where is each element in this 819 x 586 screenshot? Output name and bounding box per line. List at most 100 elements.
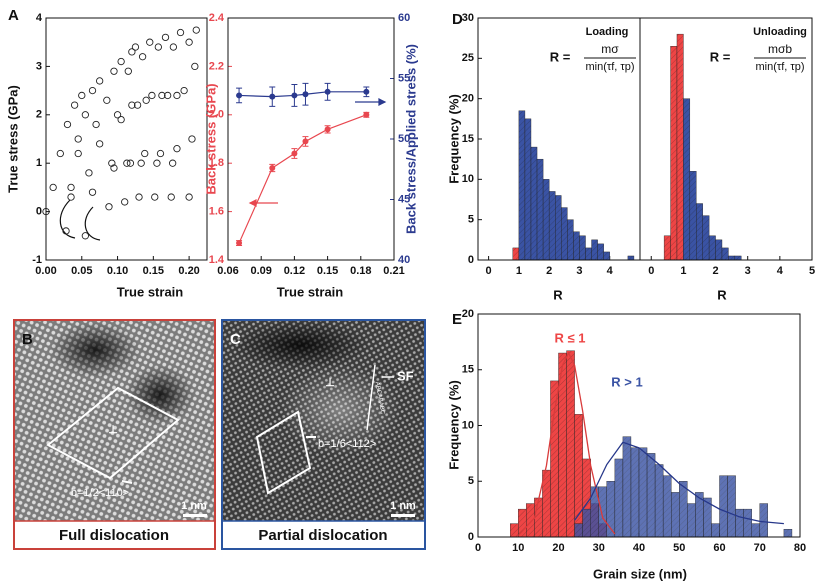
point [137, 159, 145, 167]
dislocation-symbol: ⊥ [108, 424, 118, 436]
x-tick-label: 60 [713, 542, 725, 554]
mode-label: Loading [586, 26, 629, 38]
point [70, 101, 79, 109]
point [185, 38, 193, 46]
histogram-bar [574, 523, 583, 538]
point [96, 140, 104, 148]
y-tick-label: 3 [36, 60, 42, 72]
y2-tick-label: 45 [398, 193, 410, 205]
y2-tick-label: 40 [398, 254, 410, 266]
x-axis-title: True strain [277, 284, 344, 299]
point [133, 101, 142, 109]
micrograph-full: ⊥ b=1/2<110> 1 nm Full dislocation [13, 319, 216, 550]
point [185, 193, 193, 201]
marker [302, 91, 309, 98]
x-tick-label: 5 [809, 265, 815, 277]
histogram-bar [728, 255, 736, 261]
histogram-bar [579, 235, 586, 261]
marker [363, 111, 370, 118]
point [161, 33, 170, 42]
histogram-bar [567, 219, 574, 261]
point [131, 43, 140, 51]
y-tick-label: 20 [462, 308, 474, 320]
x-tick-label: 0.09 [250, 265, 271, 277]
shade [230, 320, 370, 370]
chart: 0 10 20 30 40 50 60 70 80 0 5 10 15 20 Grain size (nm)… [446, 308, 806, 582]
marker [236, 240, 243, 247]
point [63, 120, 72, 129]
histogram-bar [518, 110, 526, 261]
histogram-bar [646, 453, 656, 538]
point [176, 28, 185, 37]
point [191, 62, 199, 71]
y-axis-title: Frequency (%) [446, 380, 461, 470]
marker [363, 88, 370, 95]
x-tick-label: 0.20 [178, 265, 199, 277]
y2-axis-title: Back stress/Applied stress (%) [403, 44, 418, 234]
y-tick-label: 1.6 [209, 206, 224, 218]
stacking-sequence: ABCABABC [374, 381, 386, 415]
point [188, 135, 196, 143]
marker [236, 92, 243, 99]
fit-curve [517, 351, 616, 536]
marker [269, 93, 276, 100]
arrows [59, 98, 387, 241]
x-tick-label: 20 [552, 542, 564, 554]
panel-label: D [452, 11, 463, 28]
y-axis-title: True stress (GPa) [5, 85, 20, 193]
scale-bar [391, 514, 415, 517]
x-tick-label: 10 [512, 542, 524, 554]
point [128, 101, 136, 109]
x-tick-label: 3 [576, 265, 582, 277]
histogram-bar [598, 486, 608, 538]
point [117, 57, 125, 66]
point [156, 149, 165, 158]
histogram-bar [555, 195, 562, 261]
histogram-bar [671, 492, 680, 538]
point [74, 135, 82, 143]
histogram-bar [530, 146, 538, 261]
point [110, 67, 118, 75]
dislocation-symbol: ⊥ [325, 377, 335, 389]
point [154, 43, 162, 51]
point [135, 193, 143, 201]
histogram-bar [548, 191, 556, 261]
mode-label: Unloading [753, 26, 807, 38]
point [121, 198, 129, 206]
point [92, 120, 100, 129]
y-axis-title: Back stress (GPa) [203, 83, 218, 194]
point [105, 203, 113, 211]
histogram-bar [654, 464, 664, 538]
point [138, 53, 147, 61]
x-tick-label: 80 [794, 542, 806, 554]
histogram-bar [715, 239, 723, 261]
y-tick-label: 2.2 [209, 60, 224, 72]
point [110, 164, 118, 172]
x-tick-label: 4 [777, 265, 784, 277]
point [169, 43, 178, 51]
point [173, 145, 181, 153]
fault-label: SF [397, 368, 414, 383]
marker [324, 126, 331, 133]
marker [291, 150, 298, 157]
histogram-bar [614, 458, 624, 538]
y-tick-label: 2.0 [209, 109, 224, 121]
point [192, 26, 200, 34]
micrograph-partial: ⊥ b=1/6<112> ABCABABC SF 1 nm Partial di… [221, 319, 426, 550]
histogram-bar [524, 118, 532, 261]
x-tick-label: 0.15 [317, 265, 338, 277]
point [74, 149, 82, 158]
point [103, 96, 111, 104]
histogram-bar [582, 508, 591, 538]
histogram-bar [518, 508, 527, 538]
x-tick-label: 1 [680, 265, 686, 277]
panel-label: B [22, 331, 33, 348]
x-tick-label: 0.18 [350, 265, 371, 277]
point [123, 159, 131, 167]
histogram-bar [670, 46, 678, 261]
burgers-circuit [46, 386, 180, 480]
point [49, 183, 57, 192]
histogram-bar [573, 231, 580, 261]
histogram-bar [603, 251, 610, 261]
histogram-bar [721, 247, 729, 261]
